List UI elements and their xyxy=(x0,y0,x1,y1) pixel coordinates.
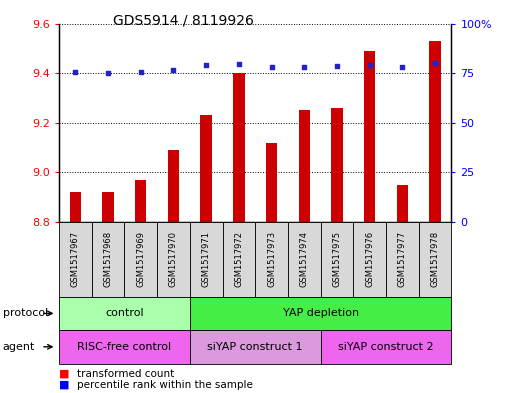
Bar xyxy=(364,51,376,222)
Text: GSM1517970: GSM1517970 xyxy=(169,231,178,287)
Text: GSM1517973: GSM1517973 xyxy=(267,231,276,287)
Text: RISC-free control: RISC-free control xyxy=(77,342,171,352)
Point xyxy=(202,62,210,68)
Point xyxy=(169,67,177,73)
Bar xyxy=(397,185,408,222)
Bar xyxy=(331,108,343,222)
Text: GSM1517977: GSM1517977 xyxy=(398,231,407,287)
Point xyxy=(300,64,308,70)
Text: GSM1517967: GSM1517967 xyxy=(71,231,80,287)
Text: GDS5914 / 8119926: GDS5914 / 8119926 xyxy=(113,14,254,28)
Text: transformed count: transformed count xyxy=(77,369,174,379)
Point xyxy=(104,70,112,76)
Bar xyxy=(429,41,441,222)
Bar xyxy=(102,192,114,222)
Text: GSM1517971: GSM1517971 xyxy=(202,231,211,287)
Text: percentile rank within the sample: percentile rank within the sample xyxy=(77,380,253,390)
Point xyxy=(71,69,80,75)
Text: GSM1517975: GSM1517975 xyxy=(332,231,342,287)
Text: ■: ■ xyxy=(59,369,69,379)
Point xyxy=(366,62,374,68)
Bar xyxy=(168,150,179,222)
Point xyxy=(136,69,145,75)
Text: GSM1517968: GSM1517968 xyxy=(104,231,112,287)
Point xyxy=(267,64,275,70)
Text: agent: agent xyxy=(3,342,35,352)
Point xyxy=(333,63,341,70)
Bar xyxy=(201,116,212,222)
Text: siYAP construct 1: siYAP construct 1 xyxy=(207,342,303,352)
Point xyxy=(398,64,406,70)
Text: control: control xyxy=(105,309,144,318)
Text: GSM1517976: GSM1517976 xyxy=(365,231,374,287)
Bar xyxy=(299,110,310,222)
Text: YAP depletion: YAP depletion xyxy=(283,309,359,318)
Bar xyxy=(233,73,245,222)
Bar xyxy=(135,180,147,222)
Text: GSM1517969: GSM1517969 xyxy=(136,231,145,287)
Text: protocol: protocol xyxy=(3,309,48,318)
Bar xyxy=(70,192,81,222)
Text: siYAP construct 2: siYAP construct 2 xyxy=(338,342,434,352)
Bar xyxy=(266,143,278,222)
Point xyxy=(431,60,439,66)
Point xyxy=(235,61,243,68)
Text: GSM1517978: GSM1517978 xyxy=(430,231,440,287)
Text: GSM1517972: GSM1517972 xyxy=(234,231,243,287)
Text: ■: ■ xyxy=(59,380,69,390)
Text: GSM1517974: GSM1517974 xyxy=(300,231,309,287)
